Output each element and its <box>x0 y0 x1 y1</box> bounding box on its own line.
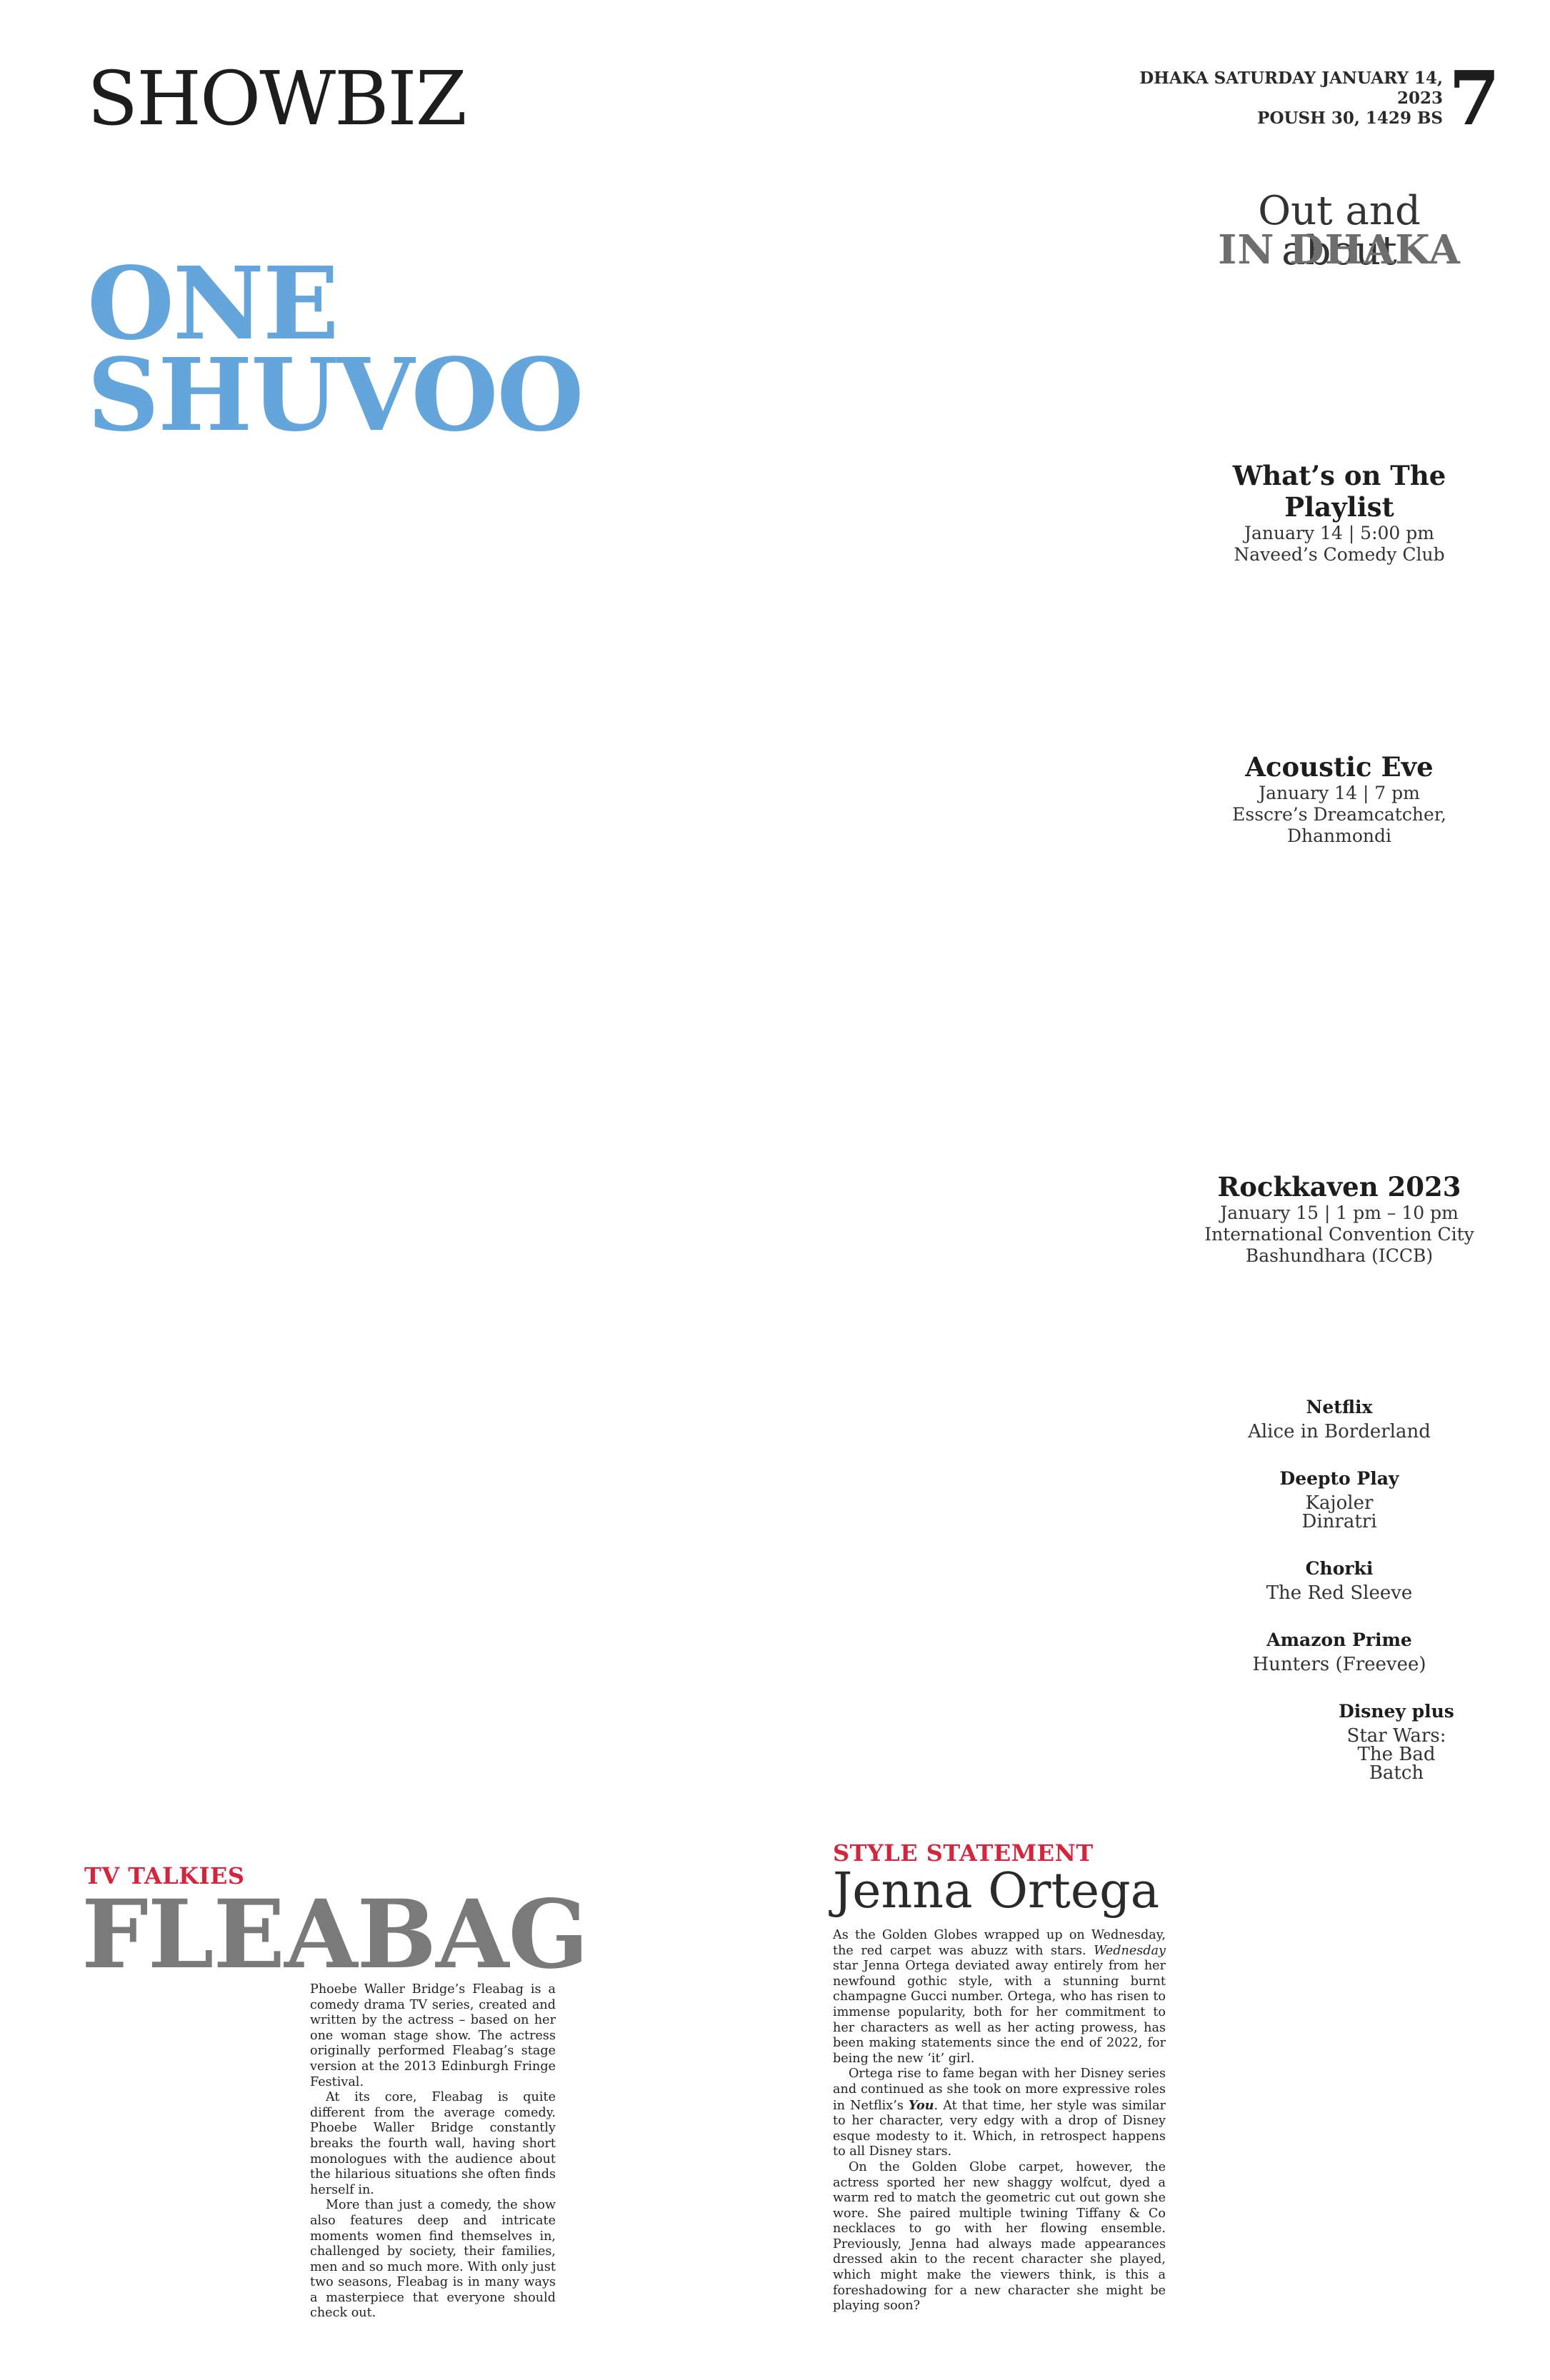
event-title: Acoustic Eve <box>1245 751 1434 783</box>
stream-title: The Bad <box>1357 1744 1436 1765</box>
article-paragraph: As the Golden Globes wrapped up on Wedne… <box>833 1928 1166 2067</box>
paragraph-text: Ortega rise to fame began with her Disne… <box>833 2067 1166 2113</box>
stream-title: Dinratri <box>1301 1511 1377 1532</box>
article-paragraph: Phoebe Waller Bridge’s Fleabag is a come… <box>310 1982 556 2089</box>
stream-title: Batch <box>1369 1762 1424 1784</box>
article-paragraph: More than just a comedy, the show also f… <box>310 2198 556 2321</box>
article-paragraph: At its core, Fleabag is quite different … <box>310 2090 556 2197</box>
jenna-article-body: As the Golden Globes wrapped up on Wedne… <box>833 1928 1166 2314</box>
stream-netflix: Netflix Alice in Borderland <box>1200 1397 1479 1441</box>
event-title: Playlist <box>1284 491 1394 523</box>
article-paragraph: On the Golden Globe carpet, however, the… <box>833 2159 1166 2314</box>
stream-amazon-prime: Amazon Prime Hunters (Freevee) <box>1200 1630 1479 1674</box>
in-dhaka-title: IN DHAKA <box>1218 226 1461 273</box>
stream-platform: Chorki <box>1305 1558 1374 1579</box>
stream-title: The Red Sleeve <box>1266 1582 1413 1604</box>
jenna-ortega-headline: Jenna Ortega <box>833 1863 1160 1919</box>
event-title: What’s on The <box>1232 460 1446 491</box>
show-title-italic: You <box>908 2097 934 2113</box>
event-venue: Dhanmondi <box>1286 825 1391 846</box>
stream-disney-plus: Disney plus Star Wars: The Bad Batch <box>1329 1701 1464 1782</box>
section-title: SHOWBIZ <box>87 55 467 142</box>
style-statement-kicker: STYLE STATEMENT <box>833 1839 1094 1867</box>
main-headline: ONE SHUVOO <box>87 246 730 454</box>
paragraph-text: star Jenna Ortega deviated away entirely… <box>833 1959 1166 2066</box>
stream-deepto-play: Deepto Play Kajoler Dinratri <box>1200 1468 1479 1531</box>
event-title: Rockkaven 2023 <box>1217 1171 1461 1202</box>
stream-platform: Deepto Play <box>1279 1468 1399 1489</box>
event-date: January 14 | 7 pm <box>1259 783 1420 803</box>
event-date: January 15 | 1 pm – 10 pm <box>1220 1202 1459 1223</box>
stream-platform: Disney plus <box>1339 1701 1454 1722</box>
fleabag-headline: FLEABAG <box>81 1879 589 1990</box>
stream-title: Star Wars: <box>1346 1725 1446 1747</box>
stream-chorki: Chorki The Red Sleeve <box>1200 1558 1479 1602</box>
event-venue: International Convention City <box>1204 1224 1474 1245</box>
headline-line-2: SHUVOO <box>87 337 584 454</box>
paragraph-text: . At that time, her style was similar to… <box>833 2098 1166 2159</box>
event-venue: Naveed’s Comedy Club <box>1234 544 1445 565</box>
dateline-bangla-date: POUSH 30, 1429 BS <box>1257 109 1443 128</box>
event-venue: Esscre’s Dreamcatcher, <box>1232 804 1446 825</box>
event-venue: Bashundhara (ICCB) <box>1245 1245 1434 1266</box>
dateline: DHAKA SATURDAY JANUARY 14, 2023 POUSH 30… <box>1114 69 1443 129</box>
stream-title: Hunters (Freevee) <box>1252 1654 1426 1675</box>
stream-platform: Netflix <box>1306 1397 1373 1417</box>
event-rockkaven: Rockkaven 2023 January 15 | 1 pm – 10 pm… <box>1200 1171 1479 1267</box>
dateline-date: DHAKA SATURDAY JANUARY 14, 2023 <box>1139 69 1443 108</box>
stream-title: Kajoler <box>1305 1492 1374 1514</box>
event-acoustic-eve: Acoustic Eve January 14 | 7 pm Esscre’s … <box>1200 751 1479 847</box>
fleabag-article-body: Phoebe Waller Bridge’s Fleabag is a come… <box>310 1982 556 2321</box>
stream-title: Alice in Borderland <box>1248 1421 1431 1442</box>
event-playlist: What’s on The Playlist January 14 | 5:00… <box>1200 460 1479 566</box>
paragraph-text: As the Golden Globes wrapped up on Wedne… <box>833 1928 1166 1958</box>
article-paragraph: Ortega rise to fame began with her Disne… <box>833 2067 1166 2160</box>
show-title-italic: Wednesday <box>1094 1943 1166 1958</box>
page-number: 7 <box>1449 54 1501 142</box>
headline-line-1: ONE <box>87 246 339 363</box>
event-date: January 14 | 5:00 pm <box>1244 523 1434 543</box>
tv-talkies-kicker: TV TALKIES <box>84 1862 245 1889</box>
out-about-title: Out and about <box>1258 188 1421 274</box>
stream-platform: Amazon Prime <box>1266 1630 1412 1650</box>
